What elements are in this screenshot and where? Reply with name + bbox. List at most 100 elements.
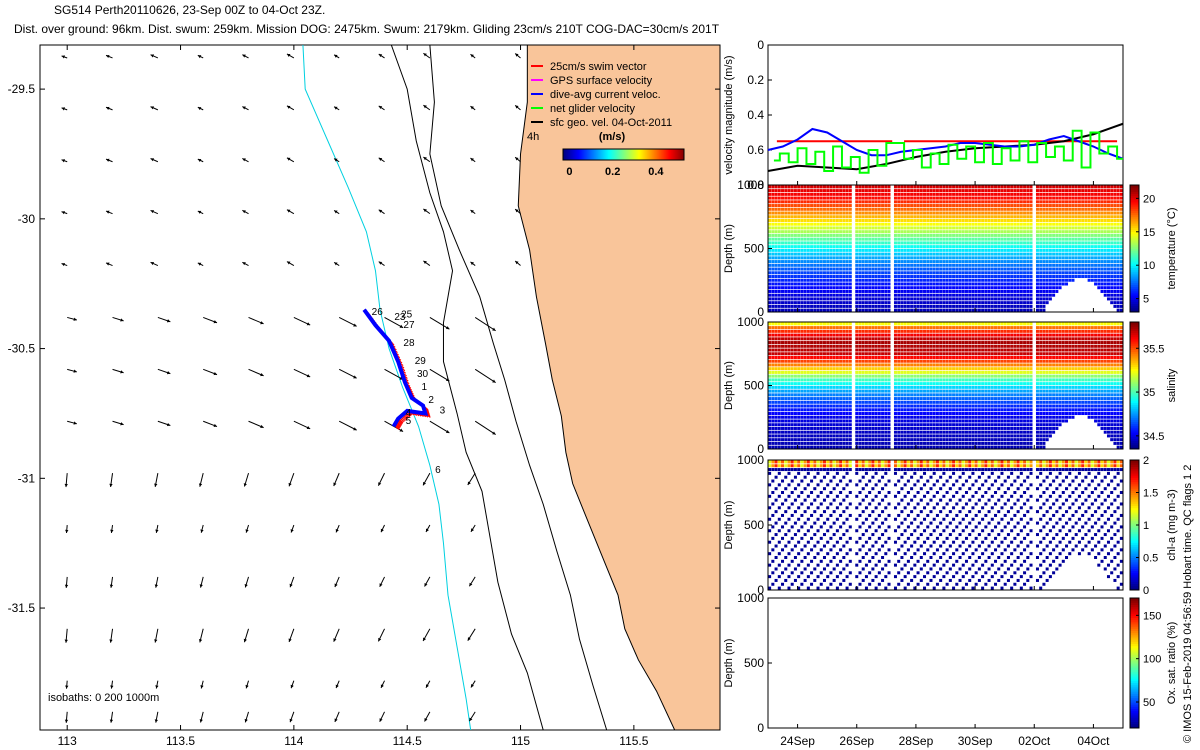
section-marker (1023, 271, 1027, 275)
section-marker (839, 207, 843, 211)
section-marker (777, 252, 781, 256)
section-marker (781, 430, 785, 434)
section-marker (874, 233, 878, 237)
section-marker (1090, 218, 1094, 222)
colorbar-cell (616, 149, 618, 160)
section-marker (768, 252, 772, 256)
section-marker (1084, 252, 1088, 256)
section-marker (771, 189, 775, 193)
section-marker (806, 260, 810, 264)
section-marker (906, 263, 910, 267)
section-marker (826, 211, 830, 215)
colorbar-cell (574, 149, 576, 160)
section-marker (910, 204, 914, 208)
section-marker (1003, 252, 1007, 256)
section-marker (1023, 256, 1027, 260)
section-marker (858, 308, 862, 312)
section-marker (874, 207, 878, 211)
section-marker (1016, 267, 1020, 271)
section-marker (819, 308, 823, 312)
section-marker (877, 278, 881, 282)
section-marker (961, 256, 965, 260)
section-marker (842, 275, 846, 279)
section-marker (790, 308, 794, 312)
section-marker (893, 241, 897, 245)
section-marker (1103, 230, 1107, 234)
section-marker (803, 256, 807, 260)
section-marker (913, 207, 917, 211)
section-marker (842, 333, 846, 337)
section-marker (952, 297, 956, 301)
section-marker (893, 245, 897, 249)
section-marker (923, 204, 927, 208)
section-marker (881, 252, 885, 256)
section-marker (848, 218, 852, 222)
section-marker (994, 215, 998, 219)
section-marker (819, 271, 823, 275)
section-marker (816, 348, 820, 352)
section-marker (906, 293, 910, 297)
section-marker (784, 348, 788, 352)
colorbar-cell (571, 149, 573, 160)
section-marker (835, 263, 839, 267)
section-marker (800, 308, 804, 312)
section-marker (881, 200, 885, 204)
section-marker (926, 271, 930, 275)
colorbar-cell (573, 149, 575, 160)
section-marker (1116, 230, 1120, 234)
section-marker (1000, 293, 1004, 297)
section-marker (1116, 263, 1120, 267)
section-marker (923, 245, 927, 249)
section-marker (829, 215, 833, 219)
section-marker (887, 256, 891, 260)
section-marker (787, 222, 791, 226)
section-marker (826, 344, 830, 348)
section-marker (897, 241, 901, 245)
section-marker (1003, 263, 1007, 267)
section-marker (839, 378, 843, 382)
velocity-arrow-head (197, 158, 202, 162)
section-marker (994, 308, 998, 312)
section-marker (1087, 263, 1091, 267)
section-marker (871, 200, 875, 204)
section-marker (829, 286, 833, 290)
section-marker (839, 271, 843, 275)
section-marker (835, 355, 839, 359)
section-marker (939, 222, 943, 226)
section-marker (816, 337, 820, 341)
section-marker (800, 256, 804, 260)
section-marker (787, 355, 791, 359)
section-marker (955, 245, 959, 249)
section-marker (822, 382, 826, 386)
section-marker (948, 275, 952, 279)
section-marker (1074, 218, 1078, 222)
section-marker (839, 222, 843, 226)
section-marker (822, 438, 826, 442)
section-marker (819, 322, 823, 326)
section-marker (842, 211, 846, 215)
colorbar-cell (1130, 286, 1139, 290)
section-marker (1071, 222, 1075, 226)
section-marker (784, 400, 788, 404)
section-marker (1029, 289, 1033, 293)
section-marker (1084, 226, 1088, 230)
legend-colorbar-tick: 0.2 (605, 166, 620, 178)
section-marker (955, 237, 959, 241)
section-marker (932, 308, 936, 312)
section-marker (932, 275, 936, 279)
colorbar-cell (1130, 223, 1139, 226)
section-marker (1058, 237, 1062, 241)
section-marker (1058, 286, 1062, 290)
map-y-tick-label: -30 (18, 212, 36, 226)
section-marker (887, 245, 891, 249)
section-marker (842, 230, 846, 234)
colorbar-cell (634, 149, 636, 160)
section-marker (910, 230, 914, 234)
section-marker (1029, 286, 1033, 290)
section-marker (932, 263, 936, 267)
section-marker (961, 297, 965, 301)
section-marker (855, 248, 859, 252)
colorbar-cell (1130, 305, 1139, 309)
section-marker (803, 404, 807, 408)
section-marker (929, 308, 933, 312)
